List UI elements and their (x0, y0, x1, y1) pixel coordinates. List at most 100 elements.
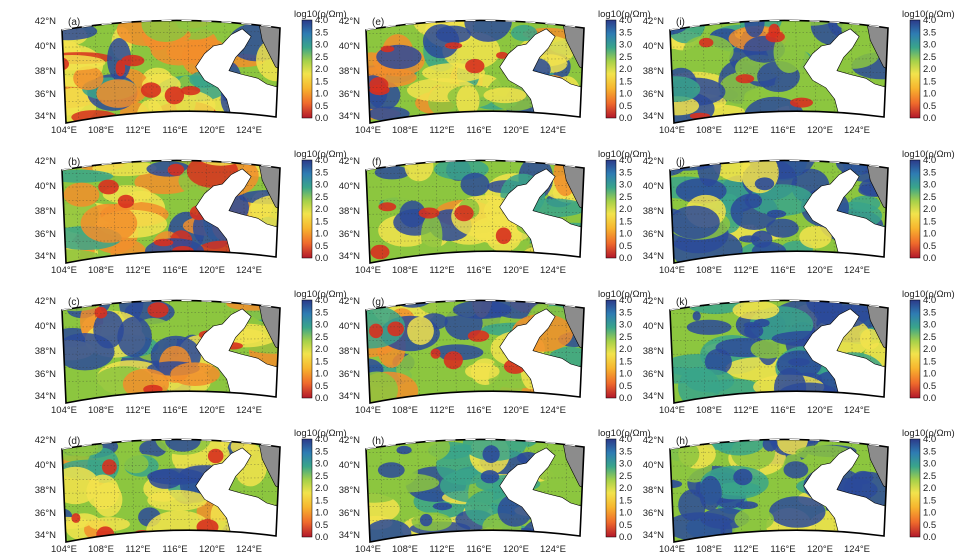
sea-region (499, 168, 584, 263)
resistivity-anomaly (378, 202, 397, 212)
lat-label: 40°N (339, 181, 360, 192)
lon-label: 120°E (503, 125, 529, 136)
resistivity-anomaly (467, 330, 490, 342)
colorbar-tick-label: 3.5 (923, 446, 936, 457)
lon-label: 112°E (429, 265, 454, 276)
lat-label: 42°N (339, 296, 360, 307)
lat-label: 42°N (643, 296, 664, 307)
map-frame (365, 299, 585, 404)
resistivity-anomaly (98, 179, 119, 195)
colorbar-tick-label: 1.5 (315, 356, 328, 367)
lat-label: 38°N (35, 66, 56, 77)
survey-line (758, 300, 761, 403)
lon-label: 108°E (392, 544, 418, 553)
survey-line (168, 300, 172, 403)
lat-label: 40°N (339, 41, 360, 52)
survey-line (168, 20, 172, 123)
lon-label: 116°E (162, 405, 187, 416)
map-frame-ticks (61, 299, 281, 311)
lat-label: 38°N (643, 66, 664, 77)
lat-label: 38°N (339, 346, 360, 357)
survey-line (491, 160, 494, 263)
survey-line (850, 300, 854, 403)
sea-region (803, 308, 888, 403)
lon-label: 104°E (355, 265, 381, 276)
lon-label: 120°E (199, 265, 225, 276)
lat-label: 42°N (35, 16, 56, 27)
colorbar-tick-label: 2.5 (315, 471, 328, 482)
colorbar-tick-label: 4.0 (619, 434, 632, 445)
lon-label: 104°E (659, 544, 685, 553)
resistivity-patch (483, 87, 527, 104)
resistivity-patch (165, 439, 201, 452)
survey-line (187, 160, 190, 263)
colorbar-tick-label: 2.0 (315, 204, 328, 215)
lon-label: 120°E (199, 125, 225, 136)
colorbar-tick-label: 1.5 (619, 495, 632, 506)
resistivity-patch (366, 371, 398, 403)
resistivity-patch (686, 319, 732, 335)
map-frame-ticks (61, 19, 281, 31)
lon-label: 108°E (696, 125, 722, 136)
lat-label: 36°N (643, 508, 664, 519)
survey-line (94, 160, 98, 263)
survey-line (795, 439, 798, 542)
colorbar-tick-label: 0.0 (619, 393, 632, 404)
resistivity-patch (704, 348, 732, 375)
panel-label-j: (j) (676, 157, 685, 168)
lat-label: 34°N (643, 391, 664, 402)
resistivity-patch (147, 468, 205, 485)
colorbar-tick-label: 2.0 (923, 344, 936, 355)
survey-line (472, 160, 476, 263)
survey-line (684, 160, 687, 263)
resistivity-anomaly (370, 244, 390, 260)
survey-line (869, 20, 872, 123)
colorbar-tick-label: 0.0 (315, 532, 328, 543)
lat-label: 36°N (35, 229, 56, 240)
lat-label: 38°N (643, 346, 664, 357)
resistivity-patch (734, 507, 774, 531)
colorbar-tick-label: 3.0 (923, 40, 936, 51)
sea-region (803, 168, 888, 263)
lon-label: 116°E (770, 544, 795, 553)
colorbar-tick-label: 2.0 (923, 483, 936, 494)
colorbar-tick-label: 3.5 (315, 167, 328, 178)
resistivity-patch (170, 362, 220, 386)
resistivity-anomaly (380, 45, 395, 53)
survey-line (242, 20, 246, 123)
lat-label: 42°N (35, 296, 56, 307)
lat-label: 36°N (339, 229, 360, 240)
resistivity-patch (62, 55, 106, 71)
resistivity-patch (173, 315, 215, 332)
colorbar-tick-label: 2.0 (619, 64, 632, 75)
resistivity-patch (62, 333, 115, 371)
colorbar-tick-label: 4.0 (315, 434, 328, 445)
resistivity-anomaly (699, 37, 714, 48)
lat-label: 40°N (35, 460, 56, 471)
colorbar-tick-label: 0.5 (619, 241, 632, 252)
colorbar (605, 299, 617, 399)
colorbar-title: log10(ρ/Ωm) (294, 289, 347, 300)
lon-label: 124°E (844, 544, 870, 553)
panel-i: (i) 42°N 40°N 38°N 36°N 34°N 104°E 108°E 112°E 11… (643, 9, 955, 136)
resistivity-patch (744, 20, 765, 38)
colorbar-tick-label: 0.0 (619, 532, 632, 543)
resistivity-anomaly (369, 84, 390, 96)
colorbar-tick-label: 3.0 (315, 180, 328, 191)
lat-label: 38°N (643, 485, 664, 496)
colorbar (301, 299, 313, 399)
colorbar-tick-label: 4.0 (923, 155, 936, 166)
survey-line (758, 160, 761, 263)
survey-line (869, 439, 872, 542)
colorbar-tick-label: 4.0 (315, 15, 328, 26)
colorbar-tick-label: 1.5 (619, 76, 632, 87)
lon-label: 124°E (844, 405, 870, 416)
lon-label: 116°E (466, 265, 491, 276)
lat-label: 42°N (339, 435, 360, 446)
survey-line (94, 300, 98, 403)
colorbar-tick-label: 2.5 (923, 52, 936, 63)
map-frame (61, 299, 281, 404)
colorbar-tick-label: 1.0 (315, 369, 328, 380)
